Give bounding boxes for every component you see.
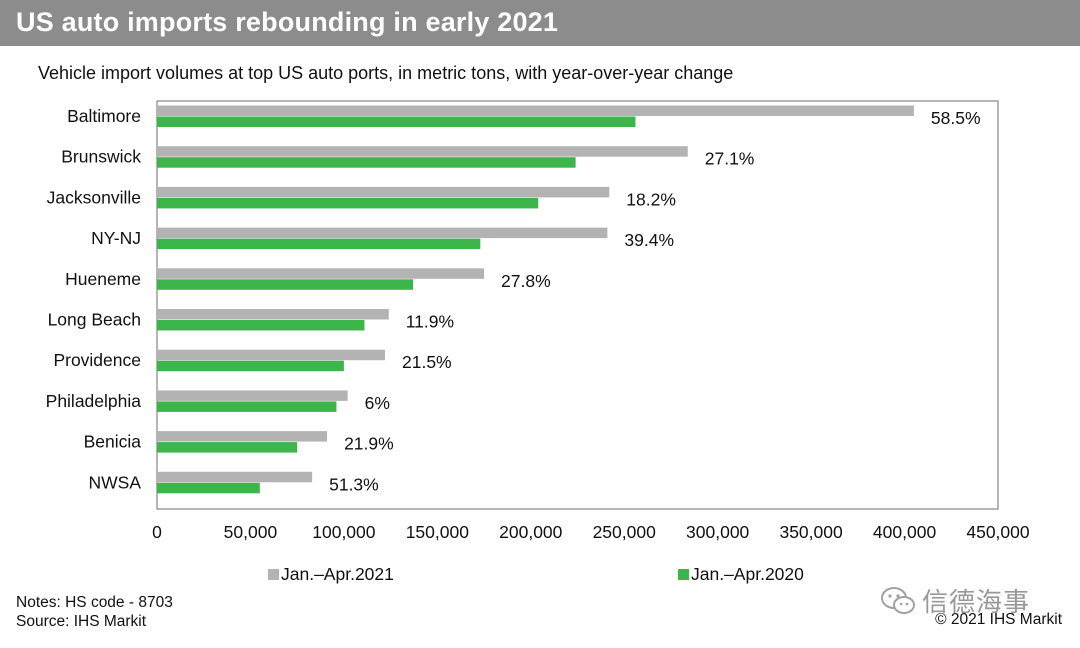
watermark-text: 信德海事 (922, 588, 1031, 618)
change-annotations: 58.5% 27.1% 18.2% 39.4% 27.8% 11.9% 21.5% 6% 21.… (329, 108, 980, 494)
x-tick-label: 450,000 (966, 522, 1030, 542)
category-label: Long Beach (48, 310, 141, 330)
change-annotation: 6% (365, 393, 390, 413)
chart-title: US auto imports rebounding in early 2021 (16, 7, 559, 37)
category-label: Hueneme (65, 269, 141, 289)
legend-label: Jan.–Apr.2021 (281, 564, 394, 584)
bar-2020 (157, 320, 365, 331)
bar-2021 (157, 227, 608, 239)
change-annotation: 21.9% (344, 434, 394, 454)
change-annotation: 18.2% (626, 189, 676, 209)
copyright-text: © 2021 IHS Markit (935, 611, 1062, 628)
bar-2020 (157, 116, 636, 127)
bar-2021 (157, 471, 313, 483)
bar-2020 (157, 279, 414, 290)
category-label: Baltimore (67, 106, 141, 126)
bar-2020 (157, 197, 539, 209)
bar-2021 (157, 431, 328, 442)
watermark: 信德海事 (880, 582, 1030, 619)
x-tick-label: 200,000 (499, 522, 563, 542)
bar-2021 (157, 309, 389, 320)
plot-area-frame (156, 100, 999, 510)
x-tick-label: 50,000 (224, 522, 278, 542)
wechat-icon (881, 586, 915, 614)
category-label: Brunswick (61, 147, 141, 167)
legend-label: Jan.–Apr.2020 (691, 564, 804, 584)
category-label: Benicia (84, 432, 142, 452)
category-labels: Baltimore Brunswick Jacksonville NY-NJ Huene… (46, 106, 142, 492)
x-tick-label: 300,000 (686, 522, 750, 542)
x-tick-label: 100,000 (312, 522, 376, 542)
change-annotation: 58.5% (931, 108, 981, 128)
legend-swatch (678, 569, 689, 580)
category-label: Philadelphia (46, 391, 142, 411)
change-annotation: 11.9% (406, 312, 454, 332)
category-label: NWSA (89, 472, 142, 492)
category-label: NY-NJ (91, 228, 141, 248)
change-annotation: 21.5% (402, 352, 452, 372)
chart-subtitle: Vehicle import volumes at top US auto po… (38, 63, 734, 83)
x-axis-ticks: 0 50,000 100,000 150,000 200,000 250,000 300,0… (152, 522, 1030, 542)
change-annotation: 39.4% (624, 230, 674, 250)
title-bar: US auto imports rebounding in early 2021 (0, 0, 1080, 46)
bar-2020 (157, 238, 481, 250)
bar-2021 (157, 349, 386, 361)
legend: Jan.–Apr.2021 Jan.–Apr.2020 (268, 564, 804, 584)
x-tick-label: 400,000 (873, 522, 937, 542)
bar-2021 (157, 105, 914, 116)
bar-2020 (157, 157, 576, 168)
bar-2021 (157, 186, 610, 198)
bar-2021 (157, 268, 485, 279)
bar-2020 (157, 360, 344, 372)
x-tick-label: 350,000 (779, 522, 843, 542)
x-tick-label: 150,000 (406, 522, 470, 542)
x-tick-label: 250,000 (593, 522, 657, 542)
bars-layer (157, 105, 914, 494)
x-tick-label: 0 (152, 522, 162, 542)
bar-2020 (157, 482, 260, 494)
category-label: Providence (53, 350, 141, 370)
change-annotation: 51.3% (329, 474, 379, 494)
source-text: Source: IHS Markit (16, 613, 147, 630)
footer-notes: Notes: HS code - 8703 Source: IHS Markit (16, 593, 173, 631)
bar-2020 (157, 442, 298, 453)
change-annotation: 27.8% (501, 271, 551, 291)
bar-2021 (157, 146, 688, 157)
bar-2020 (157, 401, 337, 412)
bar-2021 (157, 390, 348, 401)
change-annotation: 27.1% (705, 149, 755, 169)
category-label: Jacksonville (47, 187, 141, 207)
notes-text: Notes: HS code - 8703 (16, 594, 173, 611)
legend-swatch (268, 569, 279, 580)
